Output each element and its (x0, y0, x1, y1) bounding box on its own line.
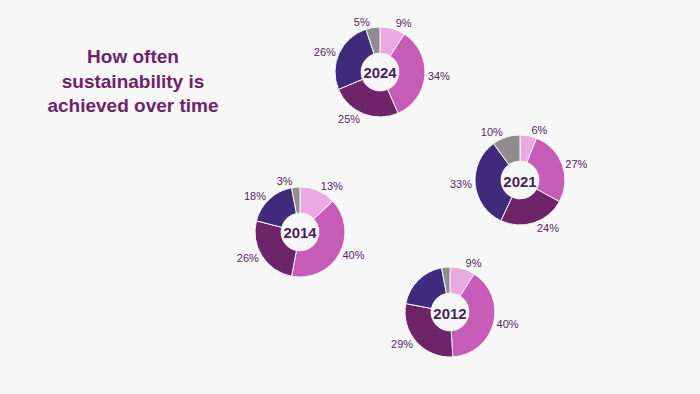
svg-text:27%: 27% (565, 158, 587, 170)
svg-text:29%: 29% (391, 338, 413, 350)
svg-text:40%: 40% (342, 249, 364, 261)
svg-text:10%: 10% (481, 126, 503, 138)
svg-text:2021: 2021 (503, 173, 536, 190)
svg-text:9%: 9% (466, 257, 482, 269)
svg-text:How oftensustainability isachi: How oftensustainability isachieved over … (47, 46, 218, 116)
svg-text:2014: 2014 (283, 225, 317, 241)
svg-text:13%: 13% (321, 180, 343, 192)
svg-text:9%: 9% (396, 17, 412, 29)
svg-text:24%: 24% (537, 222, 559, 234)
svg-text:6%: 6% (531, 124, 547, 136)
svg-text:25%: 25% (338, 113, 360, 125)
svg-text:3%: 3% (277, 175, 293, 187)
svg-text:5%: 5% (354, 16, 370, 28)
svg-text:33%: 33% (450, 178, 472, 190)
svg-text:26%: 26% (237, 252, 259, 264)
svg-text:2012: 2012 (433, 305, 466, 322)
svg-text:26%: 26% (314, 46, 336, 58)
svg-text:2024: 2024 (363, 65, 397, 81)
svg-text:40%: 40% (497, 318, 519, 330)
svg-text:18%: 18% (244, 190, 266, 202)
svg-text:34%: 34% (428, 70, 450, 82)
